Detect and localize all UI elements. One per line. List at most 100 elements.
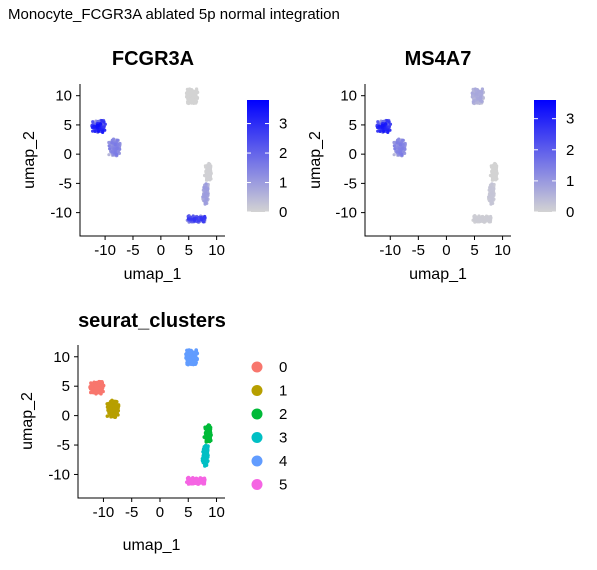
cell-point — [115, 138, 119, 142]
cell-point — [189, 481, 194, 486]
page-title: Monocyte_FCGR3A ablated 5p normal integr… — [8, 6, 340, 23]
cell-point — [112, 413, 117, 418]
cell-point — [392, 144, 396, 148]
cell-point — [202, 435, 207, 439]
cell-point — [489, 195, 494, 199]
cell-point — [401, 150, 405, 154]
axis-lines — [79, 84, 225, 237]
y-axis-label: umap_2 — [19, 392, 36, 450]
cell-point — [488, 186, 493, 190]
cell-point — [192, 95, 196, 99]
cell-point — [492, 171, 496, 175]
cell-point — [208, 167, 212, 171]
cell-point — [207, 438, 212, 443]
cell-point — [107, 144, 111, 148]
panel-title: MS4A7 — [405, 48, 472, 70]
colorbar-tick-label: 1 — [566, 173, 574, 190]
x-tick-label: 0 — [156, 504, 164, 521]
y-tick-label: 5 — [62, 378, 70, 395]
x-axis-label: umap_1 — [409, 266, 467, 283]
cell-point — [206, 164, 210, 168]
x-tick-label: -5 — [412, 242, 425, 259]
y-tick-label: 0 — [64, 146, 72, 163]
cell-point — [471, 99, 475, 104]
x-tick-label: -10 — [379, 242, 401, 259]
cell-point — [206, 444, 210, 448]
cell-point — [477, 214, 481, 218]
cell-point — [395, 138, 400, 142]
y-ticks: 10 5 0 -5 -10 — [50, 88, 80, 222]
cell-point — [387, 120, 391, 124]
colorbar-tick-label: 2 — [279, 145, 287, 162]
cell-point — [116, 150, 120, 154]
cell-point — [382, 129, 386, 133]
cell-point — [202, 447, 207, 452]
y-tick-label: -5 — [344, 175, 357, 192]
colorbar-tick-label: 1 — [279, 175, 287, 192]
cell-point — [400, 153, 404, 157]
cell-point — [401, 138, 405, 142]
cell-point — [95, 124, 99, 128]
cell-point — [95, 389, 99, 393]
cell-point — [110, 138, 114, 142]
cell-point — [192, 217, 196, 222]
y-axis-label: umap_2 — [21, 131, 38, 189]
cell-point — [205, 167, 210, 171]
cell-point — [490, 178, 494, 182]
y-axis-label: umap_2 — [307, 131, 324, 189]
cell-point — [115, 147, 119, 151]
cell-point — [205, 448, 210, 453]
colorbar-tick-label: 2 — [566, 142, 574, 159]
legend-swatch — [251, 361, 263, 373]
cell-point — [492, 166, 496, 170]
cell-point — [110, 141, 114, 145]
cell-point — [478, 95, 482, 100]
colorbar-ticks: 0 1 2 3 — [534, 111, 574, 221]
cell-point — [114, 153, 119, 157]
cell-point — [114, 404, 118, 408]
cell-point — [204, 182, 208, 186]
panel-title: FCGR3A — [112, 48, 194, 70]
x-tick-label: 0 — [442, 242, 450, 259]
cell-point — [388, 122, 393, 126]
cell-point — [482, 219, 487, 223]
cell-point — [191, 356, 196, 360]
cell-point — [490, 182, 494, 186]
x-axis-label: umap_1 — [124, 266, 182, 283]
cell-point — [495, 169, 499, 173]
legend-swatch — [251, 479, 263, 490]
cell-point — [188, 351, 193, 356]
cell-point — [190, 101, 194, 105]
cell-point — [197, 219, 201, 223]
cell-point — [392, 153, 396, 157]
cell-point — [480, 87, 484, 91]
cell-point — [480, 99, 484, 103]
cell-point — [478, 217, 482, 222]
cell-point — [472, 217, 476, 221]
y-tick-label: -10 — [50, 205, 72, 222]
cell-point — [376, 129, 380, 133]
cell-point — [89, 390, 93, 395]
legend-label: 0 — [279, 359, 287, 376]
y-tick-label: 0 — [62, 408, 70, 425]
cell-point — [490, 191, 494, 195]
cell-point — [195, 477, 199, 482]
cell-point — [400, 147, 404, 151]
y-tick-label: 10 — [55, 88, 72, 105]
cell-point — [470, 95, 474, 99]
cell-point — [386, 129, 390, 133]
colorbar-tick-label: 3 — [566, 111, 574, 128]
x-tick-label: 5 — [184, 504, 192, 521]
cell-point — [376, 120, 380, 124]
x-tick-label: 5 — [185, 242, 193, 259]
cell-point — [103, 122, 107, 126]
cell-point — [100, 385, 105, 390]
colorbar-tick-label: 3 — [279, 116, 287, 133]
cell-point — [203, 201, 208, 205]
cell-point — [380, 124, 384, 128]
cell-point — [494, 177, 498, 181]
cell-point — [185, 354, 190, 359]
cell-point — [189, 90, 193, 94]
